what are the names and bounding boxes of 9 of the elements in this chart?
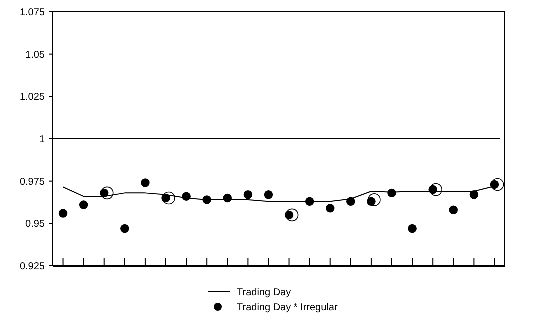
y-tick-label: 0.975 [20,176,46,188]
y-tick-label: 1.075 [20,8,46,18]
y-tick-label: 1 [39,134,46,146]
y-tick-label: 1.05 [26,50,46,61]
y-tick-label: 0.925 [20,262,46,272]
y-tick-label: 1.025 [20,92,46,104]
legend-label: Trading Day [237,288,292,298]
y-tick-label: 0.95 [26,219,46,230]
legend-label: Trading Day * Irregular [237,302,338,314]
